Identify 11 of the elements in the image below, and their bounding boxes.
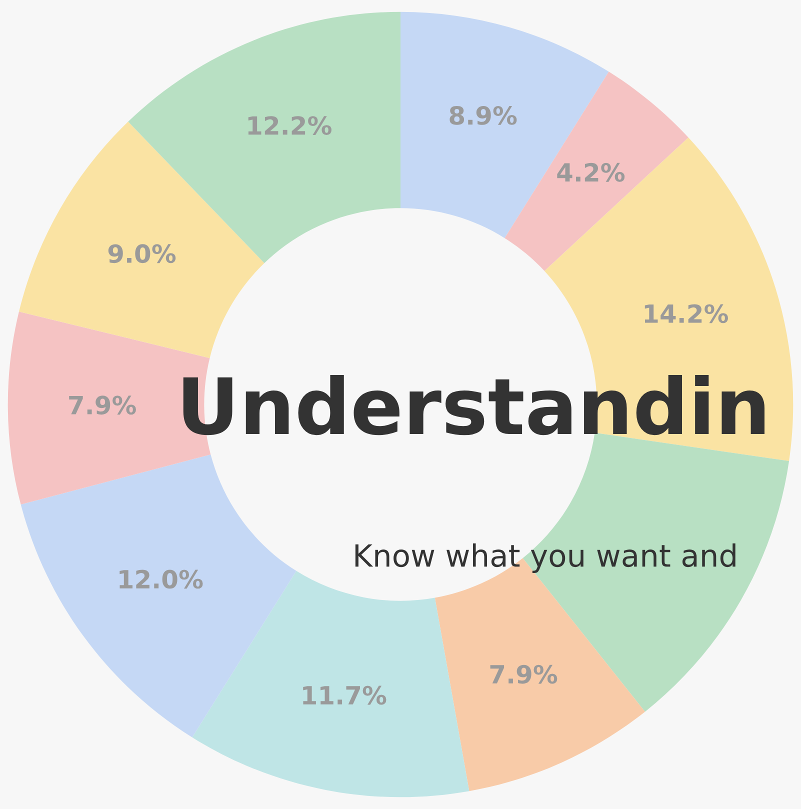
data-label: 4.2% (557, 162, 625, 182)
data-label: 14.2% (644, 304, 728, 324)
data-label: 12.0% (120, 570, 203, 589)
data-label: 8.9% (450, 106, 517, 125)
data-label: 12.2% (248, 116, 332, 135)
text: Understandin (183, 374, 764, 436)
data-label: 7.9% (490, 664, 558, 684)
data-label: 9.0% (108, 244, 176, 264)
data-label: 11.7% (303, 686, 386, 705)
text: Know what you want and (355, 543, 736, 573)
data-label: 7.9% (69, 396, 136, 415)
